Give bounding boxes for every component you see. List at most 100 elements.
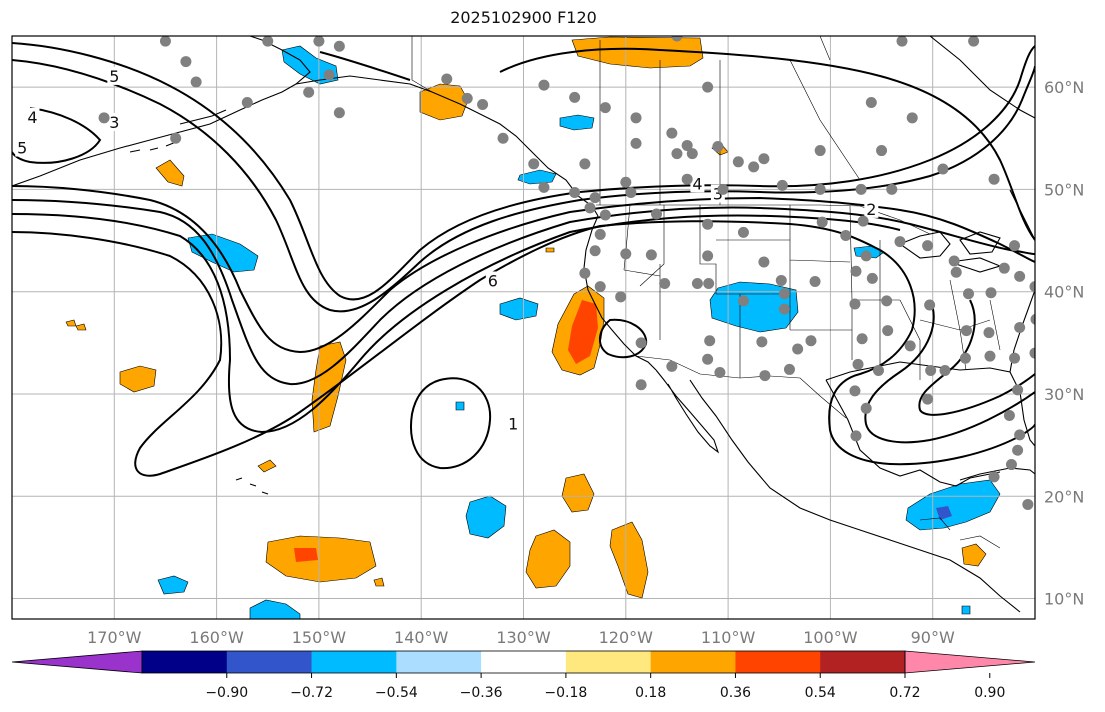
colorbar-tick-label: −0.72 (290, 685, 333, 701)
lon-tick-label: 120°W (599, 628, 654, 647)
station-dot (814, 145, 826, 157)
contour-label-bg (107, 66, 122, 85)
contour-label: 6 (488, 271, 498, 290)
station-dot (809, 275, 821, 287)
station-dot (748, 161, 760, 173)
colorbar: −0.90 −0.72 −0.54 −0.36 −0.18 0.18 0.36 0.54 0.7… (11, 650, 1036, 701)
station-dot (968, 36, 980, 47)
colorbar-tick-label: −0.18 (544, 685, 587, 701)
station-dot (477, 99, 489, 111)
anomaly-negative-area (499, 297, 539, 321)
station-dot (262, 36, 274, 47)
station-dot (98, 112, 110, 124)
lat-tick-label: 50°N (1044, 180, 1084, 199)
station-dot (776, 179, 788, 191)
anomaly-negative-area (157, 575, 189, 595)
lat-tick-label: 40°N (1044, 283, 1084, 302)
station-dot (925, 364, 937, 376)
station-dot (180, 56, 192, 68)
station-dot (333, 107, 345, 119)
lon-tick-label: 140°W (394, 628, 449, 647)
colorbar-tick-label: −0.54 (375, 685, 418, 701)
latitude-tick-labels: 10°N 20°N 30°N 40°N 50°N 60°N (1044, 78, 1084, 608)
station-dot (659, 278, 671, 290)
station-dot (896, 36, 908, 47)
station-dot (538, 79, 550, 91)
station-dot (855, 183, 867, 195)
station-dot (1029, 347, 1035, 359)
anomaly-positive-area (373, 577, 385, 587)
contour-label-bg (485, 271, 500, 290)
station-dot (922, 393, 934, 405)
station-dot (852, 358, 864, 370)
station-dot (849, 385, 861, 397)
station-dot (241, 96, 253, 108)
anomaly-positive-area (257, 459, 277, 473)
station-dot (666, 360, 678, 372)
station-dot (569, 91, 581, 103)
station-dot (775, 274, 787, 286)
station-dot (860, 250, 872, 262)
anomaly-negative-area (961, 605, 971, 615)
station-dot (681, 173, 693, 185)
colorbar-segment (650, 651, 736, 673)
station-dot (1012, 384, 1024, 396)
station-dot (497, 132, 509, 144)
anomaly-negative-area (559, 114, 595, 131)
station-dot (190, 76, 202, 88)
contour-label: 4 (692, 174, 702, 193)
colorbar-segment (311, 651, 397, 673)
station-markers (98, 36, 1035, 510)
station-dot (937, 163, 949, 175)
colorbar-tick-label: 0.36 (720, 685, 751, 701)
station-dot (528, 158, 540, 170)
coastline-aleutians (129, 109, 227, 153)
station-dot (792, 343, 804, 355)
anomaly-positive-area (419, 83, 469, 121)
contour-line (12, 107, 102, 164)
station-dot (856, 333, 868, 345)
station-dot (620, 176, 632, 188)
station-dot (714, 367, 726, 379)
map-title: 2025102900 F120 (450, 8, 597, 27)
contour-label: 5 (109, 67, 119, 86)
colorbar-segment (396, 651, 482, 673)
station-dot (635, 337, 647, 349)
contour-label-bg (864, 199, 879, 218)
station-dot (599, 209, 611, 221)
colorbar-segment (820, 651, 906, 673)
station-dot (650, 208, 662, 220)
coastlines (12, 36, 1035, 613)
colorbar-tick-label: 0.90 (974, 685, 1005, 701)
contour-label: 4 (27, 108, 37, 127)
colorbar-tick-label: −0.36 (460, 685, 503, 701)
colorbar-segment (481, 651, 567, 673)
station-dot (759, 370, 771, 382)
contour-line (410, 377, 492, 470)
station-dot (1003, 409, 1015, 421)
station-dot (630, 137, 642, 149)
anomaly-positive-area (119, 365, 157, 393)
contour-label-bg (25, 107, 40, 126)
station-dot (703, 278, 715, 290)
contour-line (12, 185, 1035, 354)
station-dot (758, 256, 770, 268)
station-dot (704, 335, 716, 347)
station-dot (1029, 281, 1035, 293)
station-dot (904, 340, 916, 352)
station-dot (579, 158, 591, 170)
station-dot (948, 255, 960, 267)
station-dot (671, 36, 683, 42)
anomaly-positive-area (155, 159, 185, 187)
anomaly-positive-area (545, 247, 555, 253)
station-dot (778, 288, 790, 300)
station-dot (579, 267, 591, 279)
station-dot (620, 248, 632, 260)
coastline-mexico-west (689, 379, 1021, 613)
contour-line (918, 299, 1035, 416)
colorbar-segment (735, 651, 821, 673)
anomaly-negative-area (936, 506, 952, 520)
station-dot (924, 299, 936, 311)
station-dot (589, 192, 601, 204)
